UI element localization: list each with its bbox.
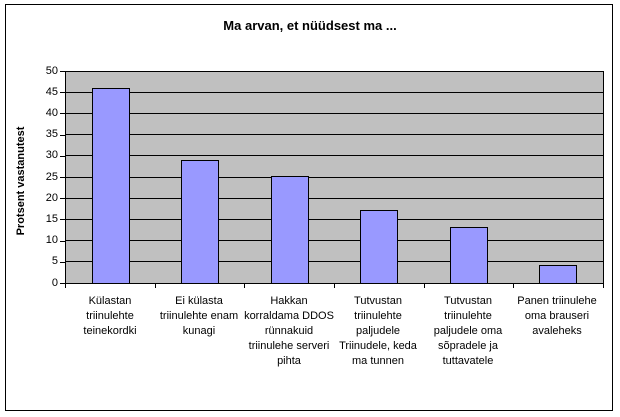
gridline (66, 239, 603, 241)
y-tick-label: 10 (45, 234, 58, 246)
gridline (66, 260, 603, 262)
bar (181, 160, 219, 283)
y-tick-mark (60, 177, 65, 178)
y-tick-mark (60, 71, 65, 72)
gridline (66, 176, 603, 178)
x-tick-mark (513, 284, 514, 288)
bar (539, 265, 577, 283)
y-tick-label: 5 (51, 255, 58, 267)
y-tick-label: 45 (45, 86, 58, 98)
y-tick-label: 20 (45, 192, 58, 204)
gridline (66, 197, 603, 199)
gridline (66, 113, 603, 115)
y-tick-label: 50 (45, 65, 58, 77)
x-tick-mark (65, 284, 66, 288)
y-tick-label: 35 (45, 128, 58, 140)
y-tick-label: 40 (45, 107, 58, 119)
x-tick-mark (424, 284, 425, 288)
y-tick-mark (60, 198, 65, 199)
y-tick-label: 15 (45, 213, 58, 225)
y-tick-mark (60, 262, 65, 263)
y-tick-label: 0 (51, 277, 58, 289)
y-tick-mark (60, 113, 65, 114)
y-tick-mark (60, 135, 65, 136)
bar (92, 88, 130, 283)
y-tick-mark (60, 156, 65, 157)
x-category-label: Tutvustan triinulehte paljudele Triinude… (339, 295, 417, 367)
x-tick-mark (603, 284, 604, 288)
x-category-label: Tutvustan triinulehte paljudele oma sõpr… (433, 295, 503, 367)
x-tick-mark (244, 284, 245, 288)
y-tick-mark (60, 219, 65, 220)
chart-title: Ma arvan, et nüüdsest ma ... (223, 18, 397, 33)
gridline (66, 134, 603, 136)
x-category-label: Panen triinulehe oma brauseri avaleheks (517, 295, 597, 337)
gridline (66, 218, 603, 220)
plot-area (65, 71, 604, 284)
y-tick-label: 25 (45, 171, 58, 183)
x-tick-mark (155, 284, 156, 288)
y-tick-mark (60, 283, 65, 284)
x-category-label: Hakkan korraldama DDOS rünnakuid triinul… (244, 295, 334, 367)
x-category-label: Ei külasta triinulehte enam kunagi (159, 295, 239, 337)
y-tick-mark (60, 92, 65, 93)
x-category-label: Külastan triinulehte teinekordki (83, 295, 137, 337)
gridline (66, 92, 603, 94)
x-tick-mark (334, 284, 335, 288)
bar (450, 227, 488, 283)
bar (271, 176, 309, 283)
y-tick-label: 30 (45, 149, 58, 161)
y-tick-mark (60, 241, 65, 242)
gridline (66, 155, 603, 157)
bar (360, 210, 398, 283)
